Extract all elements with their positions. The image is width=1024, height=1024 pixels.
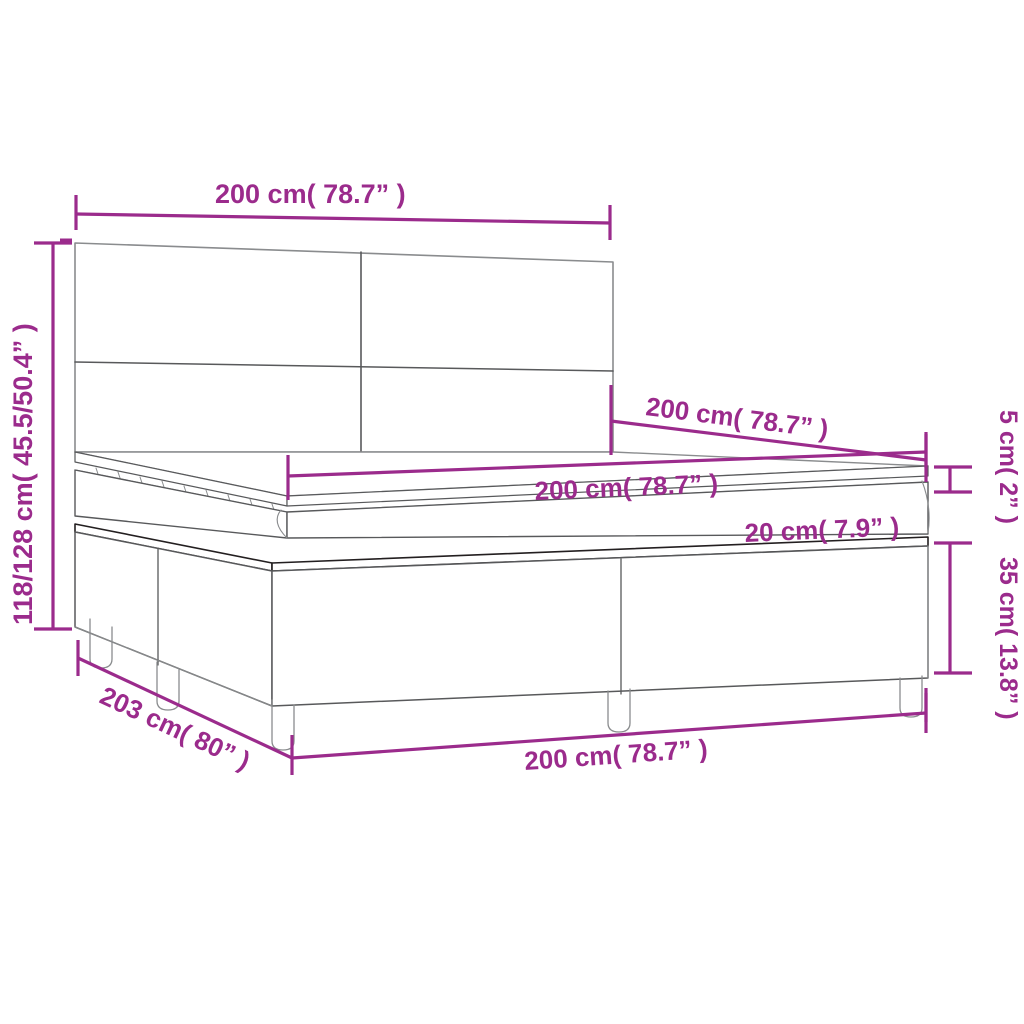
leg-front-right (899, 675, 923, 718)
dim-topper-thickness (934, 465, 972, 494)
dim-mattress-width (286, 450, 927, 500)
mattress-body (74, 469, 930, 539)
dim-top-width-line (75, 212, 611, 225)
dim-base-height (934, 543, 972, 675)
dim-mattress-width-line (287, 450, 927, 478)
dim-bottom-width-line (291, 711, 927, 760)
mattress-front-face (286, 481, 929, 539)
label-mattress-thickness: 20 cm( 7.9” ) (744, 511, 900, 548)
dim-top-width (60, 195, 612, 242)
base-front-face (271, 545, 929, 707)
headboard-panel-divider-horizontal (74, 361, 614, 372)
label-left-height: 118/128 cm( 45.5/50.4” ) (8, 323, 38, 625)
dim-bottom-width (291, 693, 928, 760)
mattress-corner-round-right (921, 480, 930, 534)
mattress-corner-round (276, 509, 288, 539)
label-top-width: 200 cm( 78.7” ) (215, 179, 406, 209)
dim-diagonal-depth (76, 640, 294, 775)
leg-front-mid (607, 688, 631, 733)
dim-left-height (34, 241, 72, 631)
topper-front-right (286, 465, 929, 507)
label-topper-thickness: 5 cm( 2” ) (994, 410, 1022, 524)
dim-diagonal-depth-line (77, 656, 293, 760)
label-base-height: 35 cm( 13.8” ) (994, 557, 1022, 720)
base-back-bottom-edge (74, 626, 273, 707)
bed-base (74, 523, 929, 707)
bed-illustration (74, 242, 930, 751)
dimension-annotations (34, 195, 972, 775)
headboard-outline (74, 242, 614, 453)
headboard (74, 242, 614, 453)
